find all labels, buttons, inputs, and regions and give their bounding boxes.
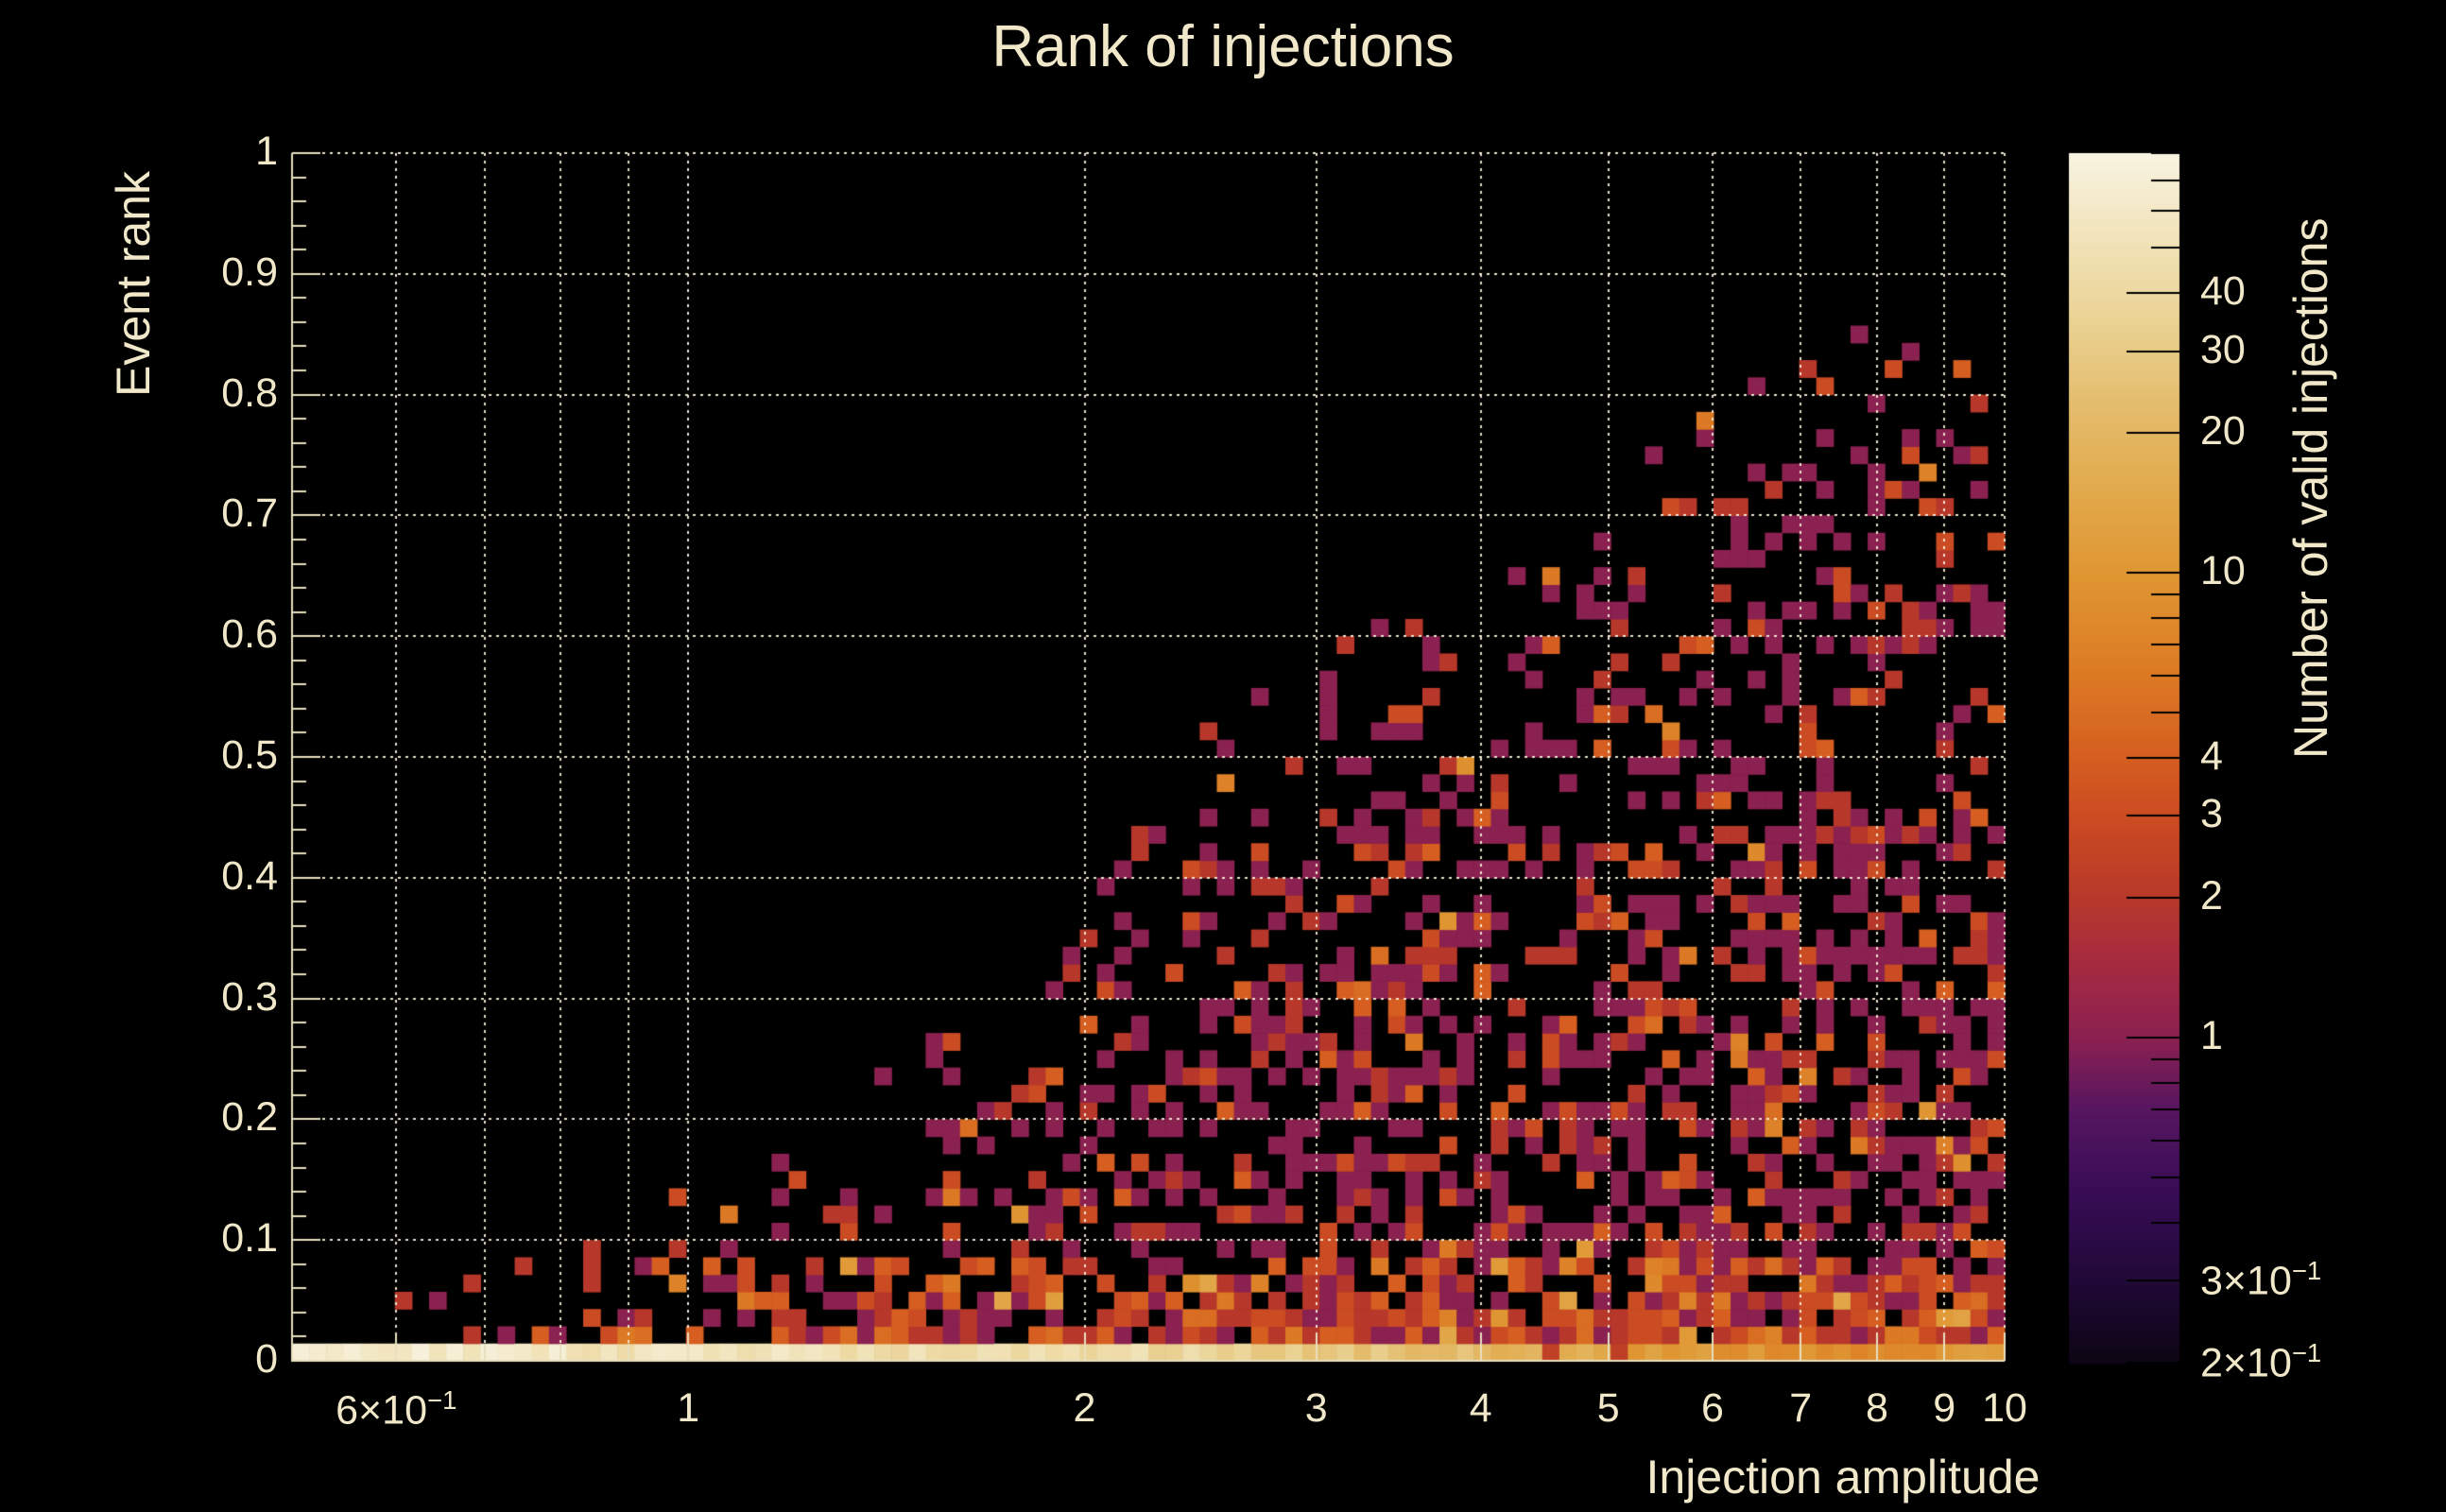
x-tick-label: 1 [677, 1385, 700, 1431]
y-tick-label: 0.4 [221, 852, 278, 899]
y-tick-label: 0.8 [221, 369, 278, 416]
y-tick-label: 0 [255, 1336, 278, 1382]
y-tick-label: 0.2 [221, 1094, 278, 1141]
colorbar-tick-label: 2 [2200, 873, 2223, 919]
colorbar-title: Number of valid injections [2284, 217, 2337, 760]
colorbar-tick-label: 40 [2200, 268, 2246, 315]
colorbar-tick-label: 30 [2200, 326, 2246, 372]
x-tick-label: 5 [1596, 1385, 1620, 1431]
x-axis-title: Injection amplitude [1645, 1451, 2041, 1503]
y-tick-label: 0.6 [221, 611, 278, 658]
x-tick-label: 4 [1469, 1385, 1492, 1431]
chart-title: Rank of injections [991, 14, 1455, 79]
x-tick-label: 6 [1701, 1385, 1724, 1431]
y-tick-label: 1 [255, 129, 278, 174]
colorbar-tick-label: 4 [2200, 733, 2223, 779]
colorbar-tick-label: 2×10−1 [2200, 1338, 2322, 1386]
colorbar-tick-label: 1 [2200, 1013, 2223, 1059]
x-tick-label: 2 [1073, 1385, 1096, 1431]
x-tick-label: 3 [1304, 1385, 1328, 1431]
x-tick-label: 9 [1933, 1385, 1956, 1431]
colorbar-tick-label: 20 [2200, 408, 2246, 455]
colorbar-tick-label: 3 [2200, 791, 2223, 837]
colorbar-tick-label: 3×10−1 [2200, 1256, 2322, 1304]
x-tick-label: 6×10−1 [336, 1385, 457, 1434]
y-tick-label: 0.3 [221, 973, 278, 1020]
x-tick-label: 10 [1982, 1385, 2027, 1431]
y-tick-label: 0.5 [221, 732, 278, 778]
y-tick-label: 0.7 [221, 490, 278, 537]
x-tick-label: 7 [1789, 1385, 1813, 1431]
y-tick-label: 0.9 [221, 249, 278, 295]
y-tick-label: 0.1 [221, 1215, 278, 1262]
colorbar-tick-label: 10 [2200, 548, 2246, 594]
x-tick-label: 8 [1866, 1385, 1888, 1431]
